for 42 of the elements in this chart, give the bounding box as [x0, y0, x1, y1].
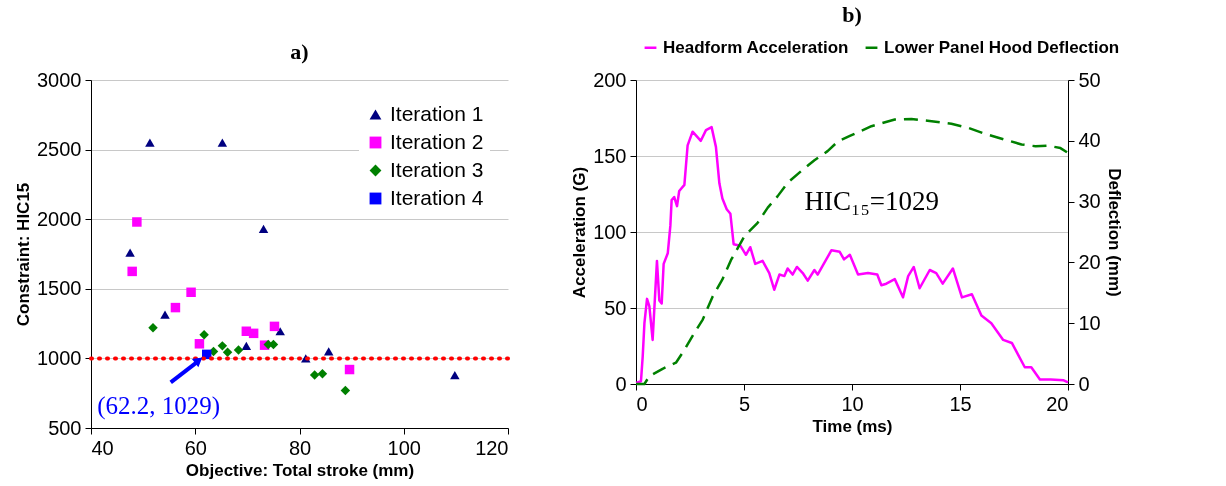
- y-tick-label: 0: [615, 372, 627, 395]
- annotation: (62.2, 1029): [97, 392, 221, 421]
- x-tick-label: 10: [841, 392, 864, 415]
- x-tick-label: 40: [91, 436, 114, 459]
- y-axis-title: Constraint: HIC15: [14, 182, 34, 327]
- y-tick-label: 3000: [37, 68, 82, 91]
- x-tick-label: 15: [949, 392, 972, 415]
- x-tick-label: 100: [387, 436, 421, 459]
- y-axis-title: Acceleration (G): [570, 166, 590, 299]
- y-tick-label: 500: [48, 416, 82, 439]
- y-tick-label: 1500: [37, 277, 82, 300]
- y-tick-label: 150: [593, 144, 627, 167]
- x-tick-label: 5: [738, 392, 751, 415]
- legend-label: Iteration 2: [390, 129, 484, 153]
- y2-tick-label: 30: [1078, 190, 1101, 213]
- legend-label: Lower Panel Hood Deflection: [884, 37, 1120, 57]
- y2-tick-label: 20: [1078, 250, 1101, 273]
- y-tick-label: 1000: [37, 346, 82, 369]
- y-tick-label: 100: [593, 220, 627, 243]
- x-tick-label: 60: [184, 436, 207, 459]
- x-axis-title: Time (ms): [812, 416, 893, 436]
- y2-tick-label: 40: [1078, 129, 1101, 152]
- y-tick-label: 50: [604, 296, 627, 319]
- y2-axis-title: Deflection (mm): [1104, 168, 1124, 297]
- x-tick-label: 20: [1046, 392, 1069, 415]
- x-tick-label: 80: [288, 436, 312, 459]
- chart-title: b): [842, 2, 862, 27]
- y-tick-label: 2500: [37, 138, 82, 161]
- legend-label: Iteration 3: [390, 157, 484, 181]
- x-axis-title: Objective: Total stroke (mm): [185, 460, 415, 480]
- legend-label: Headform Acceleration: [663, 37, 849, 57]
- y-tick-label: 200: [593, 68, 627, 91]
- annotation: HIC₁₅=1029: [804, 185, 940, 216]
- y2-tick-label: 50: [1078, 68, 1101, 91]
- chart-title: a): [290, 39, 309, 64]
- y-tick-label: 2000: [37, 207, 82, 230]
- y2-tick-label: 0: [1078, 372, 1090, 395]
- legend-label: Iteration 4: [390, 185, 484, 209]
- y2-tick-label: 10: [1078, 311, 1101, 334]
- x-tick-label: 120: [475, 436, 509, 459]
- x-tick-label: 0: [636, 392, 648, 415]
- legend-label: Iteration 1: [390, 101, 484, 125]
